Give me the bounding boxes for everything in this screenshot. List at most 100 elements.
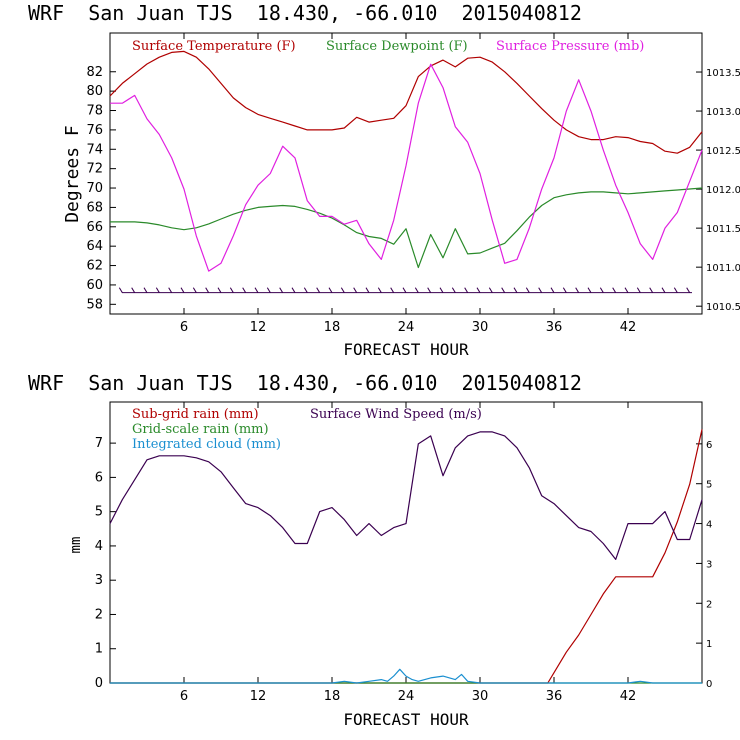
legend-integrated-cloud: Integrated cloud (mm) — [132, 437, 281, 452]
wind-barb — [377, 287, 382, 293]
sub-grid-rain-line — [110, 429, 703, 684]
wind-barb — [427, 287, 432, 293]
y-axis-label-top: Degrees F — [62, 125, 83, 223]
wind-barb — [229, 287, 234, 293]
y-tick-label: 7 — [95, 436, 103, 451]
x-tick-label: 30 — [472, 320, 489, 335]
legend-sub-grid-rain: Sub-grid rain (mm) — [132, 407, 259, 422]
y2-tick-label: 0 — [706, 679, 712, 690]
y2-tick-label: 1012.0 — [706, 185, 740, 196]
plot-frame-top — [109, 32, 703, 315]
wind-barb — [451, 287, 456, 293]
wind-barb — [390, 287, 395, 293]
x-tick-label: 36 — [546, 320, 563, 335]
wind-barb — [131, 287, 136, 293]
chart-title-bottom: WRF San Juan TJS 18.430, -66.010 2015040… — [28, 371, 582, 395]
x-tick-label: 12 — [250, 689, 267, 704]
x-tick-label: 18 — [324, 320, 341, 335]
y-tick-label: 64 — [86, 239, 103, 254]
wind-barb — [501, 287, 506, 293]
x-tick-label: 18 — [324, 689, 341, 704]
wind-barb — [476, 287, 481, 293]
wind-barb — [353, 287, 358, 293]
wind-barb — [254, 287, 259, 293]
y2-tick-label: 6 — [706, 440, 712, 451]
legend-surface-wind-speed: Surface Wind Speed (m/s) — [310, 407, 482, 422]
wind-barb — [118, 287, 123, 293]
x-tick-label: 12 — [250, 320, 267, 335]
wind-barb — [575, 287, 580, 293]
temperature-pressure-chart: WRF San Juan TJS 18.430, -66.010 2015040… — [28, 1, 740, 359]
y-tick-label: 58 — [86, 297, 103, 312]
y-tick-label: 76 — [86, 123, 103, 138]
wind-barb — [550, 287, 555, 293]
x-axis-label-bottom: FORECAST HOUR — [343, 710, 469, 729]
wind-barb — [513, 287, 518, 293]
y-tick-label: 72 — [86, 162, 103, 177]
x-tick-label: 36 — [546, 689, 563, 704]
y-tick-label: 0 — [95, 676, 103, 691]
x-tick-label: 6 — [180, 689, 188, 704]
precipitation-wind-chart: WRF San Juan TJS 18.430, -66.010 2015040… — [28, 371, 712, 729]
legend-grid-scale-rain: Grid-scale rain (mm) — [132, 422, 269, 437]
wind-barb — [414, 287, 419, 293]
wind-barb — [155, 287, 160, 293]
y-tick-label: 80 — [86, 84, 103, 99]
wind-barb — [291, 287, 296, 293]
wind-barb — [205, 287, 210, 293]
wind-barb — [673, 287, 678, 293]
surface-wind-speed-line — [109, 431, 703, 560]
x-axis-label-top: FORECAST HOUR — [343, 340, 469, 359]
wind-barb — [686, 287, 691, 293]
wind-barb — [303, 287, 308, 293]
y2-tick-label: 1011.0 — [706, 263, 740, 274]
wind-barb — [488, 287, 493, 293]
surface-pressure-line — [110, 63, 703, 272]
wind-barb — [365, 287, 370, 293]
chart-title-top: WRF San Juan TJS 18.430, -66.010 2015040… — [28, 1, 582, 25]
y2-tick-label: 1012.5 — [706, 146, 740, 157]
x-tick-label: 24 — [398, 320, 415, 335]
wind-barb — [464, 287, 469, 293]
wind-barb — [242, 287, 247, 293]
wind-barb — [316, 287, 321, 293]
y2-tick-label: 3 — [706, 559, 712, 570]
wind-barb — [180, 287, 185, 293]
y-tick-label: 70 — [86, 181, 103, 196]
surface-temperature-line — [109, 50, 703, 154]
y-tick-label: 1 — [95, 642, 103, 657]
y2-tick-label: 1013.0 — [706, 107, 740, 118]
legend-top: Surface Temperature (F) Surface Dewpoint … — [132, 39, 644, 54]
wind-barb — [649, 287, 654, 293]
y2-tick-label: 2 — [706, 599, 712, 610]
y-tick-label: 82 — [86, 65, 103, 80]
wind-barb — [143, 287, 148, 293]
legend-surface-temperature: Surface Temperature (F) — [132, 39, 296, 54]
y-tick-label: 6 — [95, 470, 103, 485]
y-axis-label-bottom: mm — [68, 537, 84, 554]
wind-barb — [439, 287, 444, 293]
wind-barb — [340, 287, 345, 293]
y2-tick-label: 4 — [706, 520, 712, 531]
wind-barb — [525, 287, 530, 293]
x-tick-label: 30 — [472, 689, 489, 704]
wind-barb — [636, 287, 641, 293]
wind-barb — [624, 287, 629, 293]
x-tick-label: 6 — [180, 320, 188, 335]
y-tick-label: 66 — [86, 220, 103, 235]
wind-barb — [661, 287, 666, 293]
wind-barb — [562, 287, 567, 293]
y2-tick-label: 5 — [706, 480, 712, 491]
x-tick-label: 42 — [620, 320, 637, 335]
y-tick-label: 4 — [95, 539, 103, 554]
wind-barb — [217, 287, 222, 293]
legend-surface-dewpoint: Surface Dewpoint (F) — [326, 39, 468, 54]
wind-barb — [266, 287, 271, 293]
x-tick-label: 42 — [620, 689, 637, 704]
wind-barb — [587, 287, 592, 293]
wind-barb — [168, 287, 173, 293]
surface-dewpoint-line — [110, 187, 703, 269]
y-tick-label: 62 — [86, 259, 103, 274]
wind-barbs — [118, 287, 692, 294]
